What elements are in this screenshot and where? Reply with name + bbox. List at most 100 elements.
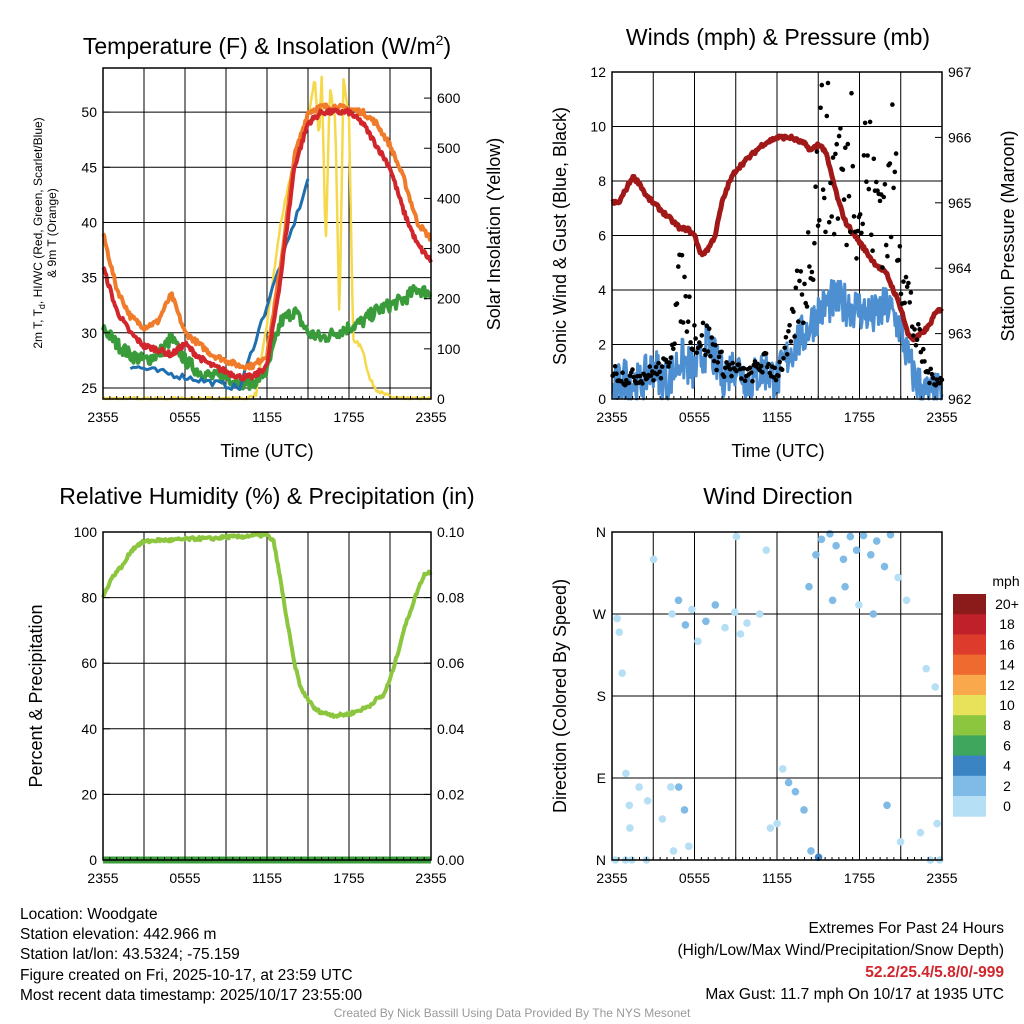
gust-point [719,349,724,355]
x-tick-label: 1755 [844,409,875,425]
colorbar-swatch [953,594,986,615]
gust-point [667,360,672,365]
gust-point [658,376,664,381]
gust-point [861,153,867,158]
gust-point [798,269,804,274]
wind-direction-point [841,582,849,591]
gust-point [890,102,895,107]
gust-point [692,323,697,328]
y-tick-label-left: 10 [590,119,606,135]
temperature-ticks: 2355 0555 1155 1755 235525303540455001002003… [81,90,460,425]
speed-colorbar: mph 20+ 18 16 14 12 10 8 6 4 2 0 [953,573,1020,817]
wind-direction-point [613,614,621,623]
gust-point [843,145,848,150]
gust-point [845,141,851,147]
gust-point [684,329,690,334]
gust-point [911,333,916,338]
gust-point [700,320,706,326]
gust-point [921,346,926,352]
colorbar-swatch [953,695,986,716]
wind-direction-point [674,783,683,791]
gust-point [835,216,841,221]
temperature-title: Temperature (F) & Insolation (W/m2) [83,32,451,59]
gust-point [881,194,886,200]
x-tick-label: 2355 [87,870,118,886]
gust-point [782,345,787,351]
y-tick-label-right: 965 [948,195,972,211]
gust-point [699,333,705,338]
y-tick-label-right: 0.02 [437,786,464,802]
gust-point [864,179,869,184]
wind-direction-point [826,530,834,538]
y-tick-label-left: 0 [89,852,97,868]
y-tick-label-left: 0 [598,391,606,407]
x-tick-label: 1155 [252,870,282,886]
wind-direction-point [832,541,840,550]
gust-point [922,359,927,364]
wind-direction-point [711,601,720,609]
y-tick-label-left: N [596,524,606,540]
wind-direction-point [643,797,652,805]
x-tick-label: 1755 [333,870,364,886]
gust-point [736,362,742,367]
gust-point [917,326,922,332]
gust-point [851,214,857,219]
gust-point [825,80,831,86]
extremes-values: 52.2/25.4/5.8/0/-999 [865,964,1004,981]
x-tick-label: 2355 [596,409,627,425]
gust-point [787,323,792,328]
gust-point [730,360,735,366]
gust-point [874,179,879,185]
gust-point [714,367,719,373]
wind-direction-point [805,582,813,591]
gust-point [862,120,868,126]
temperature-2m-line [101,107,433,382]
temperature-panel: Temperature (F) & Insolation (W/m2) 2355… [31,32,504,461]
x-tick-label: 2355 [926,409,957,425]
gust-point [902,300,907,306]
gust-point [810,277,816,283]
extremes-info: Extremes For Past 24 Hours (High/Low/Max… [678,918,1005,1006]
winds-gridlines [612,72,942,399]
gust-point [760,370,765,375]
wind-direction-point [839,555,848,564]
gust-point [928,366,933,372]
y-tick-label-left: E [597,770,606,786]
gust-point [826,219,832,225]
gust-point [930,375,936,381]
gust-point [841,197,847,202]
gust-point [612,364,618,369]
wind-direction-point [859,531,868,540]
temperature-ylabel-left-line2: & 9m T (Orange) [45,188,59,278]
credit-line: Created By Nick Bassill Using Data Provi… [333,1006,691,1020]
y-tick-label-left: 2 [598,337,606,353]
y-tick-label-left: 6 [598,228,606,244]
gust-point [866,186,872,192]
gust-point [871,156,877,162]
direction-ticks: 2355 0555 1155 1755 2355 N E S W N [593,524,958,886]
y-tick-label-left: 25 [81,380,97,396]
gust-point [776,373,781,379]
y-tick-label-left: 35 [81,270,97,286]
gust-point [869,232,874,238]
winds-title: Winds (mph) & Pressure (mb) [626,24,930,50]
gust-point [672,341,677,347]
x-tick-label: 0555 [169,409,200,425]
gust-point [716,354,722,360]
wind-direction-point [685,842,693,851]
gust-point [818,105,823,111]
gust-point [844,242,849,248]
gust-point [715,360,721,365]
wind-direction-point [732,532,741,541]
wind-direction-point [669,847,678,855]
gust-point [804,304,810,309]
gust-point [750,378,755,384]
gust-point [820,187,826,192]
y-tick-label-right: 0.08 [437,590,464,606]
extremes-title: Extremes For Past 24 Hours [808,920,1004,937]
winds-xlabel: Time (UTC) [731,441,824,461]
wind-direction-point [618,669,626,677]
gust-point [912,327,917,332]
y-tick-label-left: 100 [74,524,98,540]
y-tick-label-right: 0.06 [437,655,464,671]
